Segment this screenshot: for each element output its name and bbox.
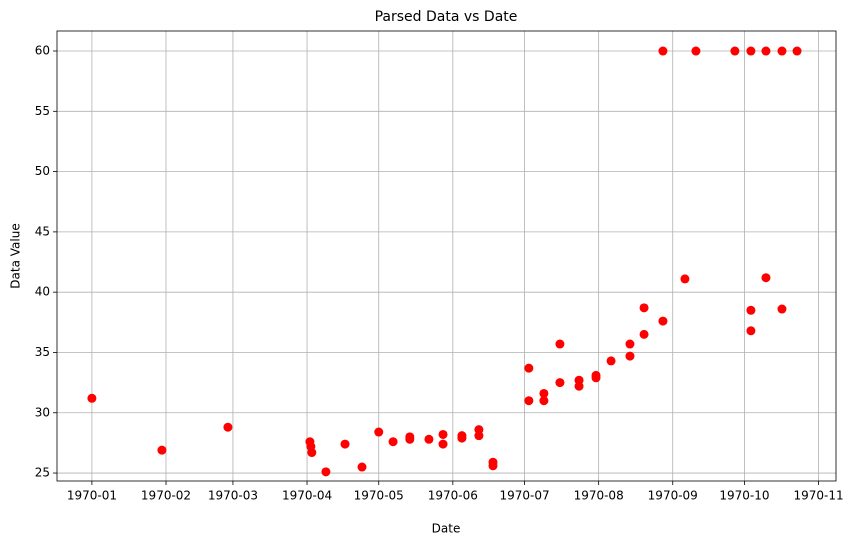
point: [438, 429, 448, 439]
point: [746, 326, 756, 336]
point: [574, 381, 584, 391]
point: [555, 339, 565, 349]
point: [474, 425, 484, 435]
point: [761, 46, 771, 56]
point: [777, 304, 787, 314]
y-tick-label: 35: [35, 345, 50, 359]
point: [730, 46, 740, 56]
point: [321, 467, 331, 477]
x-tick-label: 1970-08: [574, 489, 624, 503]
x-tick-label: 1970-02: [141, 489, 191, 503]
point: [524, 396, 534, 406]
point: [625, 351, 635, 361]
x-tick-label: 1970-06: [428, 489, 478, 503]
plot-frame: [56, 30, 837, 482]
point: [438, 439, 448, 449]
y-tick-label: 60: [35, 44, 50, 58]
point: [606, 356, 616, 366]
point: [792, 46, 802, 56]
point: [374, 427, 384, 437]
x-tick-label: 1970-11: [793, 489, 843, 503]
point: [388, 437, 398, 447]
x-tick-label: 1970-05: [354, 489, 404, 503]
point: [658, 316, 668, 326]
point: [488, 461, 498, 471]
y-tick-label: 45: [35, 224, 50, 238]
point: [340, 439, 350, 449]
point: [639, 329, 649, 339]
chart-title: Parsed Data vs Date: [375, 9, 518, 25]
x-tick-label: 1970-01: [67, 489, 117, 503]
point: [357, 462, 367, 472]
x-tick-label: 1970-07: [499, 489, 549, 503]
point: [761, 273, 771, 283]
point: [746, 305, 756, 315]
point: [539, 396, 549, 406]
point: [591, 373, 601, 383]
x-tick-label: 1970-03: [208, 489, 258, 503]
point: [87, 393, 97, 403]
point: [457, 431, 467, 441]
y-tick-label: 50: [35, 164, 50, 178]
point: [223, 422, 233, 432]
point: [405, 434, 415, 444]
point: [524, 363, 534, 373]
point: [691, 46, 701, 56]
y-axis-label: Data Value: [9, 223, 23, 288]
point: [307, 448, 317, 458]
point: [639, 303, 649, 313]
y-tick-label: 25: [35, 466, 50, 480]
x-axis-label: Date: [432, 522, 461, 536]
point: [555, 378, 565, 388]
y-tick-label: 30: [35, 405, 50, 419]
y-tick-label: 55: [35, 104, 50, 118]
point: [539, 388, 549, 398]
point: [746, 46, 756, 56]
y-tick-label: 40: [35, 285, 50, 299]
x-tick-label: 1970-04: [282, 489, 332, 503]
point: [680, 274, 690, 284]
point: [157, 445, 167, 455]
x-tick-label: 1970-09: [648, 489, 698, 503]
point: [625, 339, 635, 349]
point: [777, 46, 787, 56]
x-tick-label: 1970-10: [719, 489, 769, 503]
point: [424, 434, 434, 444]
point: [658, 46, 668, 56]
